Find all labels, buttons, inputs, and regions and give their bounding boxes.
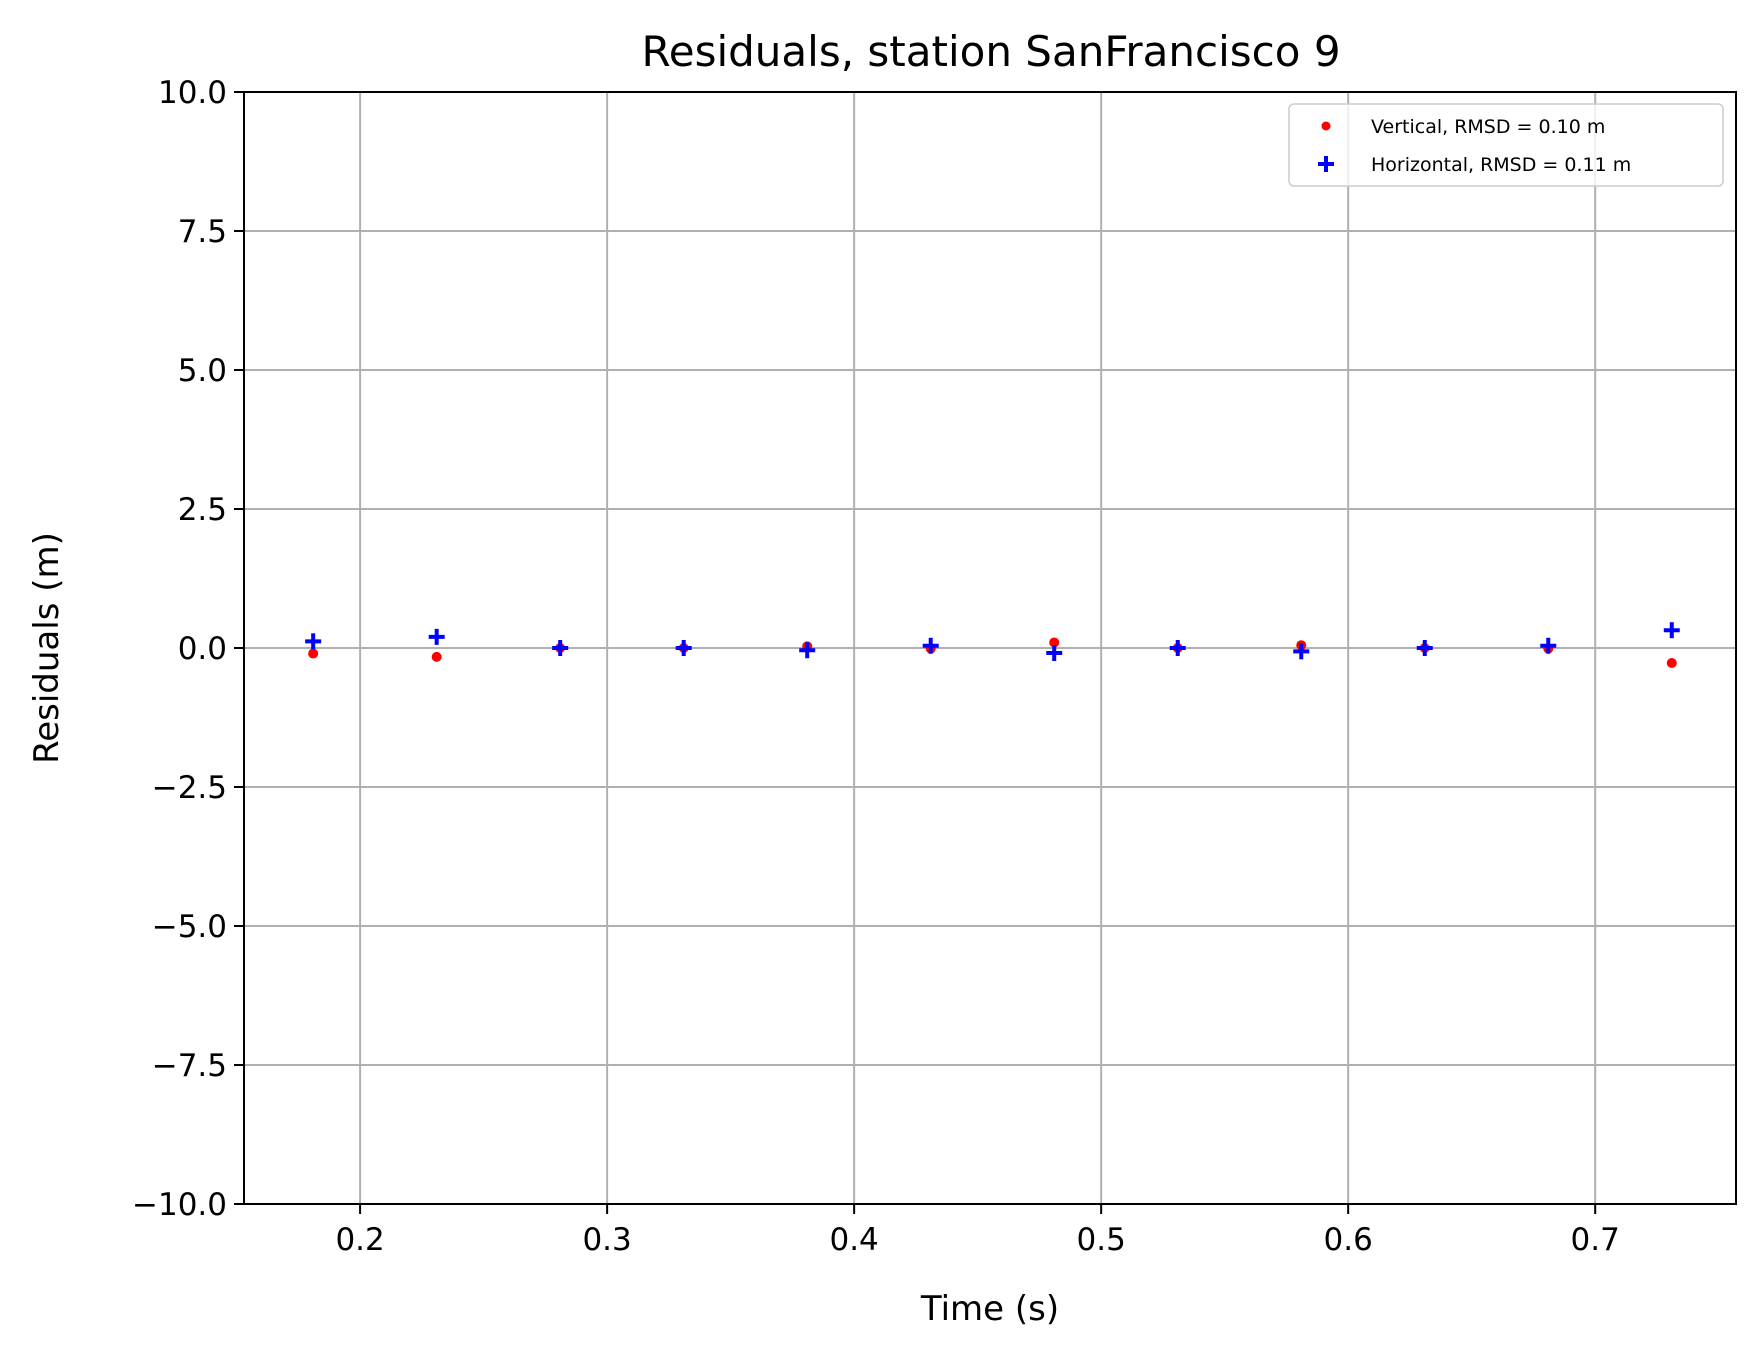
vertical-residual-point	[308, 648, 319, 659]
chart-title: Residuals, station SanFrancisco 9	[641, 27, 1340, 76]
y-tick-label: 2.5	[178, 492, 227, 528]
y-tick-label: 5.0	[178, 353, 227, 389]
vertical-residual-point	[1666, 658, 1677, 669]
legend-marker-horizontal	[1318, 156, 1334, 172]
x-tick-label: 0.7	[1571, 1222, 1620, 1258]
horizontal-residual-point	[428, 628, 445, 645]
y-tick-label: 10.0	[158, 75, 227, 111]
legend-box	[1288, 103, 1724, 187]
horizontal-residual-point	[305, 633, 322, 650]
y-tick-label: −2.5	[152, 770, 227, 806]
horizontal-residual-point	[1293, 643, 1310, 660]
data-marks	[305, 622, 1680, 669]
horizontal-residual-point	[799, 642, 816, 659]
vertical-residual-point	[1049, 637, 1060, 648]
horizontal-residual-point	[1169, 640, 1186, 656]
horizontal-residual-point	[1663, 622, 1680, 639]
legend-label-horizontal: Horizontal, RMSD = 0.11 m	[1371, 154, 1631, 176]
horizontal-residual-point	[1540, 637, 1557, 654]
horizontal-residual-point	[922, 637, 939, 654]
x-tick-label: 0.3	[582, 1222, 631, 1258]
grid	[244, 91, 1736, 1205]
legend-label-vertical: Vertical, RMSD = 0.10 m	[1371, 116, 1605, 138]
y-tick-label: −10.0	[132, 1187, 227, 1223]
y-tick-label: −5.0	[152, 909, 227, 945]
legend-marker-vertical	[1321, 121, 1331, 131]
x-tick-label: 0.5	[1077, 1222, 1126, 1258]
y-tick-label: 7.5	[178, 214, 227, 250]
x-tick-label: 0.6	[1324, 1222, 1373, 1258]
x-axis-label: Time (s)	[920, 1289, 1059, 1329]
horizontal-residual-point	[1046, 645, 1063, 662]
y-tick-label: −7.5	[152, 1048, 227, 1084]
y-tick-label: 0.0	[178, 631, 227, 667]
axis-ticks: 0.2 0.3 0.4 0.5 0.6 0.7 10.0 7.5 5.0 2.5 0.0 −2.5 −5…	[132, 75, 1620, 1258]
horizontal-residual-point	[1416, 640, 1433, 656]
legend: Vertical, RMSD = 0.10 m Horizontal, RMSD…	[1288, 103, 1724, 187]
horizontal-residual-point	[675, 640, 692, 656]
x-tick-label: 0.2	[335, 1222, 384, 1258]
vertical-residual-point	[431, 651, 442, 662]
x-tick-label: 0.4	[829, 1222, 878, 1258]
y-axis-label: Residuals (m)	[27, 532, 67, 764]
horizontal-residual-point	[552, 640, 569, 656]
